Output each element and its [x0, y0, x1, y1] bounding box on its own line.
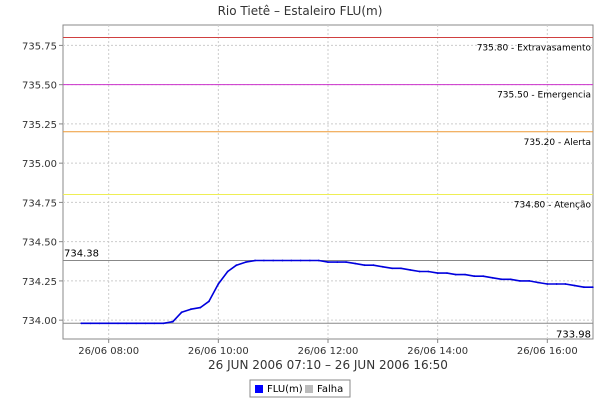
data-point — [537, 281, 539, 284]
data-point — [555, 283, 558, 285]
data-point — [144, 322, 147, 325]
x-tick-label: 26/06 10:00 — [188, 346, 249, 357]
data-point — [446, 272, 448, 274]
legend-swatch-falha — [305, 385, 313, 393]
data-point — [363, 264, 366, 267]
x-tick-label: 26/06 14:00 — [407, 346, 468, 357]
data-point — [564, 283, 567, 285]
data-point — [500, 278, 503, 281]
data-point — [583, 286, 585, 289]
threshold-lines: 735.80 - Extravasamento 735.50 - Emergenc… — [63, 37, 593, 211]
data-point — [299, 259, 302, 262]
data-point — [125, 322, 128, 325]
data-point — [117, 322, 119, 325]
data-point — [180, 311, 183, 314]
data-point — [391, 267, 393, 270]
data-point — [153, 322, 156, 325]
data-point — [317, 259, 320, 262]
y-tick-label: 734.50 — [22, 238, 57, 249]
reference-label: 733.98 — [556, 329, 591, 340]
x-tick-label: 26/06 16:00 — [517, 346, 578, 357]
data-point — [135, 322, 138, 325]
data-point — [509, 278, 512, 281]
data-point — [263, 259, 265, 262]
data-point — [436, 272, 439, 274]
x-tick-label: 26/06 08:00 — [78, 346, 139, 357]
series-layer — [80, 259, 594, 325]
data-point — [427, 270, 430, 273]
data-point — [491, 276, 494, 279]
y-axis-ticks: 734.00 734.25 734.50 734.75 735.00 735.25 735.… — [22, 41, 63, 327]
data-point — [573, 284, 576, 287]
legend-label-flu: FLU(m) — [267, 384, 303, 395]
data-point — [254, 259, 256, 262]
legend-frame — [249, 379, 351, 398]
data-point — [235, 264, 238, 267]
reference-label: 734.38 — [64, 249, 99, 260]
data-point — [208, 300, 210, 303]
data-point — [98, 322, 101, 325]
y-tick-label: 735.25 — [22, 120, 57, 131]
y-tick-label: 735.75 — [22, 41, 57, 52]
threshold-label: 735.50 - Emergencia — [497, 91, 591, 101]
threshold-label: 734.80 - Atenção — [514, 201, 592, 211]
threshold-label: 735.20 - Alerta — [524, 138, 591, 148]
data-point — [372, 264, 375, 267]
data-point — [519, 280, 521, 282]
data-point — [244, 261, 247, 263]
data-point — [336, 261, 339, 263]
data-point — [409, 269, 412, 271]
data-point — [272, 259, 275, 262]
data-point — [591, 286, 594, 289]
data-point — [418, 270, 421, 273]
y-tick-label: 735.50 — [22, 81, 57, 92]
threshold-label: 735.80 - Extravasamento — [477, 44, 592, 54]
data-point — [309, 259, 311, 262]
data-point — [354, 262, 357, 265]
data-point — [528, 280, 531, 282]
data-point — [226, 270, 229, 273]
data-point — [290, 259, 293, 262]
data-point — [89, 322, 92, 325]
legend: FLU(m) Falha — [249, 379, 351, 398]
chart-title: Rio Tietê – Estaleiro FLU(m) — [218, 4, 383, 18]
legend-label-falha: Falha — [317, 384, 343, 395]
legend-swatch-flu — [255, 385, 263, 393]
data-point — [345, 261, 347, 263]
data-point — [327, 261, 329, 263]
data-point — [281, 259, 284, 262]
data-point — [80, 322, 83, 325]
data-point — [482, 275, 485, 278]
data-point — [171, 320, 174, 323]
data-point — [546, 283, 549, 285]
data-point — [107, 322, 110, 325]
x-axis-label: 26 JUN 2006 07:10 – 26 JUN 2006 16:50 — [208, 358, 448, 372]
data-point — [217, 283, 220, 285]
data-point — [454, 273, 457, 276]
y-tick-label: 734.75 — [22, 198, 57, 209]
data-point — [381, 265, 384, 268]
x-axis-ticks: 26/06 08:00 26/06 10:00 26/06 12:00 26/06 1… — [78, 339, 578, 357]
data-point — [473, 275, 476, 278]
y-tick-label: 734.25 — [22, 277, 57, 288]
data-point — [190, 308, 192, 311]
data-point — [162, 322, 165, 325]
y-tick-label: 735.00 — [22, 159, 57, 170]
data-point — [400, 267, 402, 270]
data-point — [464, 273, 466, 276]
y-tick-label: 734.00 — [22, 316, 57, 327]
data-point — [199, 306, 202, 309]
x-tick-label: 26/06 12:00 — [298, 346, 359, 357]
